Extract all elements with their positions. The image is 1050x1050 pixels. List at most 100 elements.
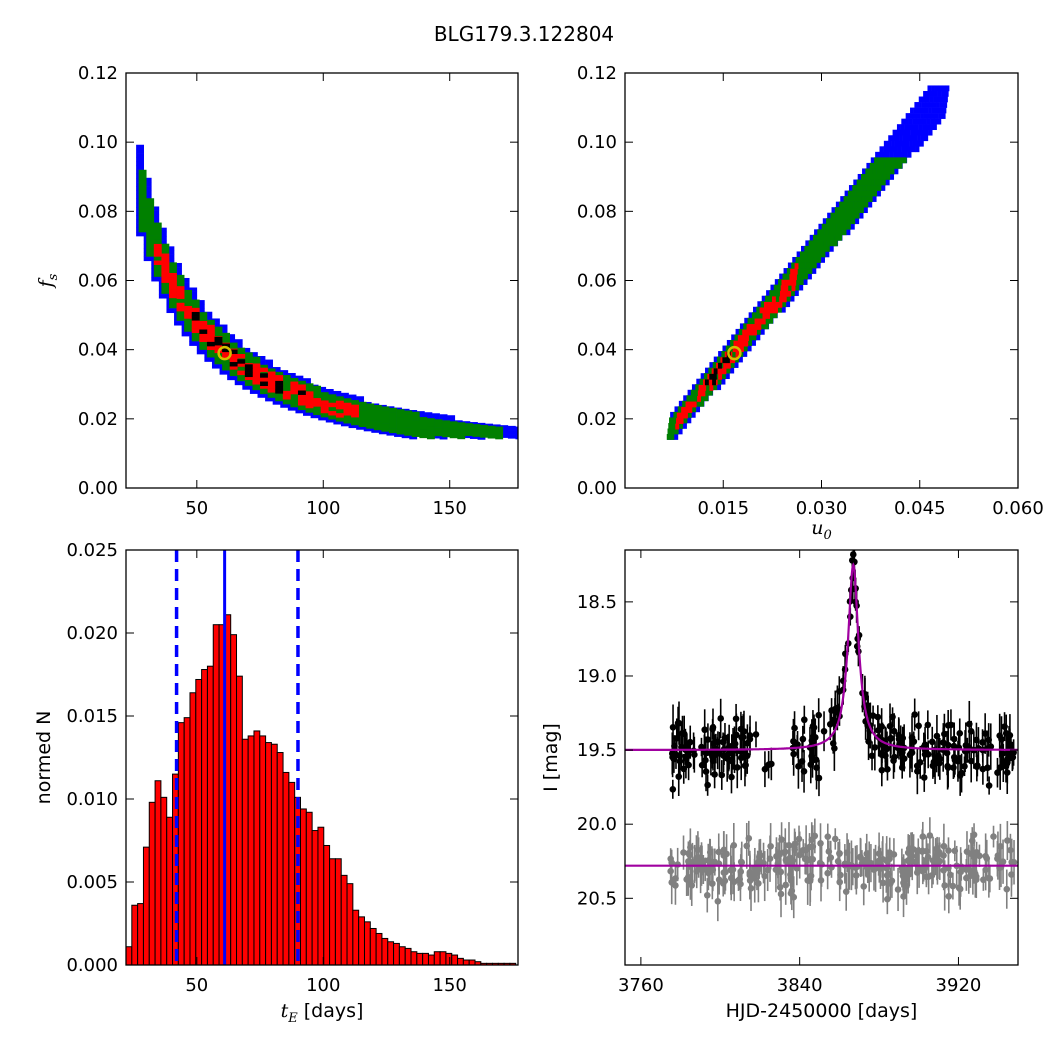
heatmap-cell xyxy=(373,417,382,422)
heatmap-cell xyxy=(305,399,314,405)
heatmap-cell xyxy=(878,151,883,158)
heatmap-cell xyxy=(176,302,185,308)
axes-frame xyxy=(125,72,519,489)
heatmap-cell xyxy=(925,124,930,131)
heatmap-cell xyxy=(899,135,903,142)
heatmap-cell xyxy=(876,162,881,169)
heatmap-cell xyxy=(290,389,299,395)
heatmap-cell xyxy=(199,316,208,321)
heatmap-cell xyxy=(381,414,390,420)
y-tick-label: 0.06 xyxy=(78,271,118,292)
heatmap-cell xyxy=(676,412,681,419)
heatmap-cell xyxy=(161,270,170,275)
heatmap-cell xyxy=(153,272,162,277)
residual-point xyxy=(908,852,916,860)
heatmap-cell xyxy=(204,315,213,321)
heatmap-cell xyxy=(174,321,182,326)
heatmap-cell xyxy=(814,251,819,258)
heatmap-cell xyxy=(789,274,794,281)
heatmap-cell xyxy=(507,434,516,439)
heatmap-cell xyxy=(396,417,405,422)
heatmap-cell xyxy=(666,434,671,440)
x-tick-label: 3840 xyxy=(777,975,823,996)
data-point xyxy=(710,739,718,747)
heatmap-cell xyxy=(176,299,185,305)
heatmap-cell xyxy=(229,342,238,348)
heatmap-cell xyxy=(773,284,778,291)
heatmap-cell xyxy=(153,239,162,244)
heatmap-cell xyxy=(743,323,748,330)
residual-point xyxy=(687,844,694,851)
heatmap-cell xyxy=(325,418,334,423)
x-tick-label: 3920 xyxy=(936,975,982,996)
data-point xyxy=(848,557,856,564)
heatmap-cell xyxy=(343,398,352,403)
heatmap-cell xyxy=(237,347,246,353)
heatmap-cell xyxy=(818,245,823,252)
heatmap-cell xyxy=(689,401,694,408)
heatmap-cell xyxy=(297,392,306,398)
heatmap-cell xyxy=(358,422,367,428)
heatmap-cell xyxy=(779,290,784,297)
heatmap-cell xyxy=(842,201,847,208)
heatmap-cell xyxy=(305,383,314,388)
heatmap-cell xyxy=(252,380,261,385)
heatmap-cell xyxy=(143,177,152,183)
heatmap-cell xyxy=(861,196,866,202)
y-tick-label: 20.0 xyxy=(577,814,617,835)
residual-point xyxy=(817,877,825,884)
heatmap-cell xyxy=(827,212,832,219)
heatmap-cell xyxy=(234,339,243,344)
heatmap-cell xyxy=(265,363,273,369)
x-tick-label: 150 xyxy=(433,975,467,996)
heatmap-cell xyxy=(779,273,784,280)
heatmap-cell xyxy=(809,234,814,241)
heatmap-cell xyxy=(757,301,762,308)
heatmap-cell xyxy=(928,107,932,114)
heatmap-cell xyxy=(713,356,718,363)
residual-point xyxy=(782,856,790,864)
heatmap-cell xyxy=(214,355,223,361)
heatmap-cell xyxy=(320,392,329,397)
data-point xyxy=(954,757,962,765)
data-point xyxy=(691,751,698,759)
heatmap-cell xyxy=(934,113,939,119)
heatmap-cell xyxy=(783,290,788,297)
heatmap-cell xyxy=(161,265,170,271)
heatmap-cell xyxy=(373,405,382,410)
y-tick-label: 0.015 xyxy=(66,706,118,727)
heatmap-cell xyxy=(809,256,814,263)
heatmap-cell xyxy=(244,356,253,361)
heatmap-cell xyxy=(911,124,916,131)
heatmap-cell xyxy=(151,277,160,282)
data-point xyxy=(865,738,872,745)
residual-point xyxy=(997,842,1004,850)
heatmap-cell xyxy=(781,279,786,286)
heatmap-cell xyxy=(877,185,882,191)
heatmap-cell xyxy=(333,420,342,425)
heatmap-cell xyxy=(870,157,875,164)
heatmap-cell xyxy=(906,135,911,142)
heatmap-cell xyxy=(920,135,925,142)
heatmap-cell xyxy=(708,389,713,396)
heatmap-cell xyxy=(679,422,683,429)
heatmap-cell xyxy=(214,326,223,332)
heatmap-cell xyxy=(834,234,839,241)
heatmap-cell xyxy=(750,324,755,330)
axes-frame xyxy=(624,72,1019,489)
heatmap-cell xyxy=(449,425,458,430)
heatmap-cell xyxy=(366,411,375,417)
heatmap-cell xyxy=(136,157,145,162)
best-fit-marker xyxy=(727,345,742,361)
heatmap-cell xyxy=(138,198,147,204)
heatmap-cell xyxy=(699,378,704,385)
heatmap-cell xyxy=(702,379,707,386)
heatmap-cell xyxy=(449,433,458,439)
heatmap-cell xyxy=(887,162,892,169)
residual-point xyxy=(785,842,793,849)
data-point xyxy=(875,726,882,734)
heatmap-cell xyxy=(709,362,714,368)
heatmap-cell xyxy=(396,425,405,431)
heatmap-cell xyxy=(138,219,147,225)
heatmap-cell xyxy=(358,401,367,407)
